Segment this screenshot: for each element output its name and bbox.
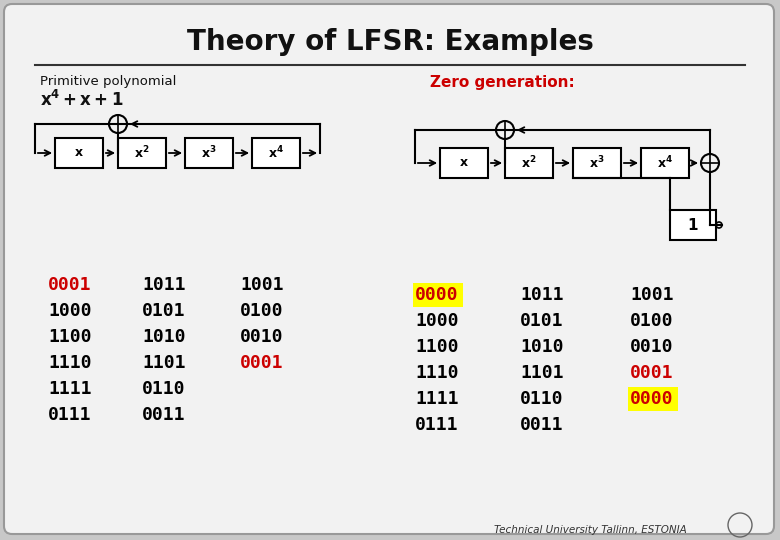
Text: $\mathbf{x}$: $\mathbf{x}$ [459, 157, 469, 170]
Text: 1000: 1000 [415, 312, 459, 330]
Text: 0111: 0111 [415, 416, 459, 434]
FancyBboxPatch shape [670, 210, 716, 240]
Text: 0001: 0001 [48, 276, 91, 294]
FancyBboxPatch shape [641, 148, 689, 178]
Text: Technical University Tallinn, ESTONIA: Technical University Tallinn, ESTONIA [494, 525, 686, 535]
Text: 0010: 0010 [630, 338, 673, 356]
FancyBboxPatch shape [440, 148, 488, 178]
Text: 1011: 1011 [142, 276, 186, 294]
Text: 0000: 0000 [415, 286, 459, 304]
Text: 1110: 1110 [415, 364, 459, 382]
Text: 0101: 0101 [142, 302, 186, 320]
Text: 0101: 0101 [520, 312, 563, 330]
Text: 1001: 1001 [240, 276, 283, 294]
Text: 1: 1 [688, 218, 698, 233]
Text: 1101: 1101 [142, 354, 186, 372]
Text: 0100: 0100 [240, 302, 283, 320]
Text: $\mathbf{x^2}$: $\mathbf{x^2}$ [134, 145, 150, 161]
Text: $\mathbf{x^2}$: $\mathbf{x^2}$ [521, 154, 537, 171]
FancyBboxPatch shape [118, 138, 166, 168]
Text: 1010: 1010 [520, 338, 563, 356]
Text: 1100: 1100 [415, 338, 459, 356]
Text: Zero generation:: Zero generation: [430, 75, 575, 90]
FancyBboxPatch shape [185, 138, 233, 168]
Text: 0100: 0100 [630, 312, 673, 330]
Text: 1011: 1011 [520, 286, 563, 304]
FancyBboxPatch shape [505, 148, 553, 178]
Text: 0001: 0001 [240, 354, 283, 372]
Text: 0110: 0110 [520, 390, 563, 408]
Text: $\mathbf{x^4}$: $\mathbf{x^4}$ [268, 145, 284, 161]
Text: 0111: 0111 [48, 406, 91, 424]
Text: 0110: 0110 [142, 380, 186, 398]
Text: Primitive polynomial: Primitive polynomial [40, 76, 176, 89]
Text: 1001: 1001 [630, 286, 673, 304]
Text: $\mathbf{x^4}$: $\mathbf{x^4}$ [657, 154, 673, 171]
FancyBboxPatch shape [573, 148, 621, 178]
FancyBboxPatch shape [4, 4, 774, 534]
Text: 0000: 0000 [630, 390, 673, 408]
Text: 1110: 1110 [48, 354, 91, 372]
Text: $\mathbf{x^3}$: $\mathbf{x^3}$ [589, 154, 604, 171]
Text: $\mathbf{x}$: $\mathbf{x}$ [74, 146, 84, 159]
Text: 0011: 0011 [520, 416, 563, 434]
Text: 1101: 1101 [520, 364, 563, 382]
Text: 1111: 1111 [48, 380, 91, 398]
Text: 1100: 1100 [48, 328, 91, 346]
Text: $\mathbf{x^3}$: $\mathbf{x^3}$ [201, 145, 217, 161]
Text: 0011: 0011 [142, 406, 186, 424]
FancyBboxPatch shape [252, 138, 300, 168]
Text: $\mathbf{x^4 + x + 1}$: $\mathbf{x^4 + x + 1}$ [40, 90, 123, 110]
Text: 1010: 1010 [142, 328, 186, 346]
FancyBboxPatch shape [413, 283, 463, 307]
Text: Theory of LFSR: Examples: Theory of LFSR: Examples [186, 28, 594, 56]
Text: 0010: 0010 [240, 328, 283, 346]
FancyBboxPatch shape [55, 138, 103, 168]
Text: 1000: 1000 [48, 302, 91, 320]
FancyBboxPatch shape [628, 387, 678, 411]
Text: 1111: 1111 [415, 390, 459, 408]
Text: 0001: 0001 [630, 364, 673, 382]
